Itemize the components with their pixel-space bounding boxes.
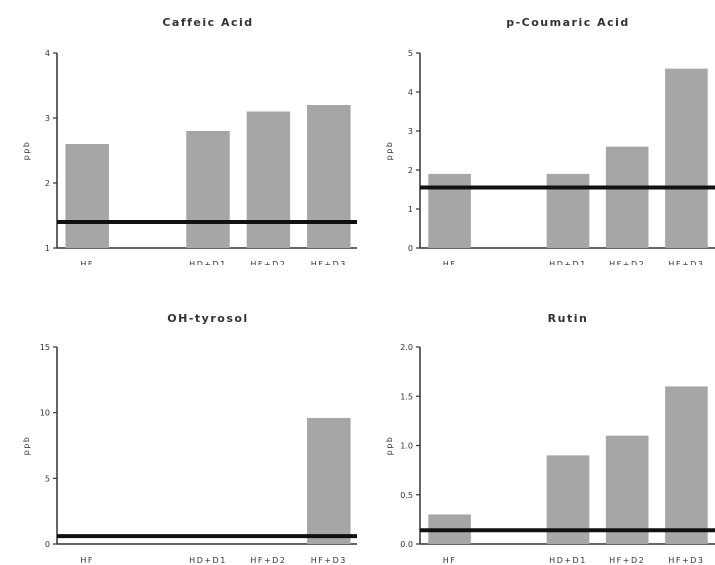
y-tick-label: 0.0	[400, 540, 413, 549]
x-tick-label: HF+D3	[668, 260, 704, 265]
x-tick-label: HF+D2	[609, 260, 645, 265]
x-tick-label: HD+D1	[549, 556, 587, 565]
chart-title: OH-tyrosol	[167, 312, 249, 325]
y-tick-label: 4	[45, 49, 50, 58]
y-axis-label: ppb	[385, 436, 394, 456]
x-tick-label: HF	[80, 556, 94, 565]
bar	[307, 105, 351, 248]
y-axis-label: ppb	[385, 141, 394, 161]
x-tick-label: HF+D3	[311, 260, 347, 265]
y-tick-label: 1.0	[400, 442, 413, 451]
rutin-panel: 0.0 0.5 1.0 1.5 2.0 ppb HF HD+D1 HF+D2 HF+D3 Rutin	[358, 300, 715, 565]
x-tick-label: HD+D1	[189, 260, 227, 265]
caffeic-acid-panel: 1 2 3 4 ppb HF HD+D1 HF+D2 HF+D3 Caffeic Acid	[0, 0, 357, 265]
y-tick-label: 3	[45, 114, 50, 123]
bar	[546, 173, 590, 248]
bar	[665, 68, 708, 248]
x-tick-label: HF	[443, 556, 457, 565]
x-tick-label: HF	[443, 260, 457, 265]
chart-title: Rutin	[547, 312, 589, 325]
bar	[428, 173, 471, 248]
y-tick-label: 15	[40, 343, 50, 352]
y-tick-label: 0	[45, 540, 50, 549]
y-tick-label: 3	[408, 127, 413, 136]
bar	[246, 111, 291, 248]
chart-title: p-Coumaric Acid	[506, 16, 630, 29]
plot-area: 0.0 0.5 1.0 1.5 2.0 ppb HF HD+D1 HF+D2 HF+D3	[385, 343, 715, 565]
bar	[307, 417, 351, 544]
y-tick-label: 0	[408, 244, 413, 253]
y-tick-label: 2	[408, 166, 413, 175]
bar	[665, 386, 708, 544]
bar	[605, 146, 649, 248]
bar	[65, 144, 109, 248]
plot-area: 0 1 2 3 4 5 ppb HF HD+D1 HF+D2 HF+D3	[385, 49, 715, 265]
x-tick-label: HD+D1	[189, 556, 227, 565]
bar	[605, 435, 649, 544]
x-tick-label: HF+D2	[250, 260, 286, 265]
y-tick-label: 4	[408, 88, 413, 97]
y-tick-label: 2	[45, 179, 50, 188]
y-tick-label: 10	[40, 409, 50, 418]
y-tick-label: 1.5	[400, 392, 413, 401]
y-tick-label: 5	[45, 474, 50, 483]
y-tick-label: 0.5	[400, 491, 413, 500]
p-coumaric-acid-panel: 0 1 2 3 4 5 ppb HF HD+D1 HF+D2 HF+D3 p-Coumaric Aci…	[358, 0, 715, 265]
x-tick-label: HF	[80, 260, 94, 265]
plot-area: 1 2 3 4 ppb HF HD+D1 HF+D2 HF+D3	[22, 49, 357, 265]
oh-tyrosol-panel: 0 5 10 15 ppb HF HD+D1 HF+D2 HF+D3 OH-tyrosol	[0, 300, 357, 565]
x-tick-label: HF+D2	[250, 556, 286, 565]
y-tick-label: 2.0	[400, 343, 413, 352]
y-tick-label: 1	[45, 244, 50, 253]
y-axis-label: ppb	[22, 436, 31, 456]
y-axis-label: ppb	[22, 141, 31, 161]
bar	[186, 131, 230, 248]
y-tick-label: 5	[408, 49, 413, 58]
x-tick-label: HF+D2	[609, 556, 645, 565]
chart-title: Caffeic Acid	[162, 16, 254, 29]
x-tick-label: HD+D1	[549, 260, 587, 265]
y-tick-label: 1	[408, 205, 413, 214]
x-tick-label: HF+D3	[668, 556, 704, 565]
plot-area: 0 5 10 15 ppb HF HD+D1 HF+D2 HF+D3	[22, 343, 357, 565]
x-tick-label: HF+D3	[311, 556, 347, 565]
